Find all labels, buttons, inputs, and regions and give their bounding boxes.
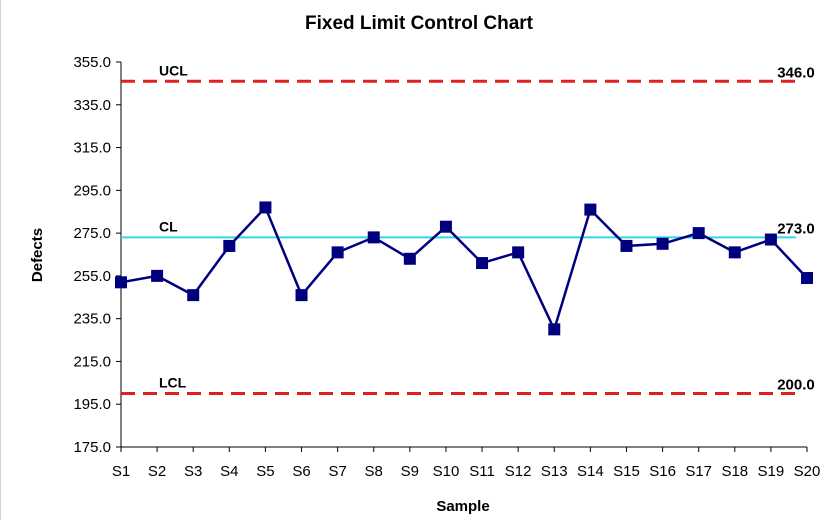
y-tick-label: 295.0 <box>73 182 111 199</box>
data-point <box>656 237 669 250</box>
y-tick-label: 215.0 <box>73 353 111 370</box>
ucl-value: 346.0 <box>777 64 815 81</box>
series-line <box>120 206 808 331</box>
data-point <box>115 276 127 289</box>
data-point <box>403 252 416 265</box>
y-axis-title: Defects <box>29 228 46 282</box>
data-point <box>801 272 813 285</box>
x-tick-label: S2 <box>148 463 166 480</box>
x-tick-label: S17 <box>685 463 712 480</box>
y-tick-label: 255.0 <box>73 268 111 285</box>
x-tick-label: S4 <box>220 463 238 480</box>
x-axis-title: Sample <box>436 498 489 515</box>
data-point <box>764 233 777 246</box>
data-series <box>115 201 813 336</box>
data-point <box>620 239 633 252</box>
x-tick-label: S15 <box>613 463 640 480</box>
x-tick-label: S13 <box>541 463 568 480</box>
cl-value: 273.0 <box>777 220 815 237</box>
x-tick-label: S18 <box>721 463 748 480</box>
data-point <box>692 227 705 240</box>
x-tick-label: S3 <box>184 463 202 480</box>
data-point <box>259 201 272 214</box>
x-tick-label: S19 <box>758 463 785 480</box>
data-point <box>476 257 489 270</box>
y-tick-label: 335.0 <box>73 97 111 114</box>
data-point <box>512 246 525 259</box>
control-limits: UCL 346.0 CL 273.0 LCL 200.0 <box>121 62 815 396</box>
x-tick-label: S6 <box>292 463 310 480</box>
x-tick-label: S11 <box>469 463 495 480</box>
data-point <box>548 323 561 336</box>
x-tick-label: S20 <box>794 463 821 480</box>
data-point <box>439 220 452 233</box>
x-tick-label: S1 <box>112 463 130 480</box>
x-tick-label: S8 <box>365 463 383 480</box>
y-tick-label: 235.0 <box>73 311 111 328</box>
ucl-label: UCL <box>159 62 188 78</box>
data-point <box>728 246 741 259</box>
x-tick-label: S9 <box>401 463 419 480</box>
x-tick-label: S14 <box>577 463 604 480</box>
x-tick-label: S5 <box>256 463 274 480</box>
y-tick-label: 175.0 <box>73 439 111 456</box>
x-tick-label: S16 <box>649 463 676 480</box>
y-tick-label: 275.0 <box>73 225 111 242</box>
data-point <box>584 203 597 216</box>
data-point <box>187 289 200 302</box>
data-point <box>331 246 344 259</box>
y-tick-label: 195.0 <box>73 396 111 413</box>
axes: 175.0 195.0 215.0 235.0 255.0 275.0 295.0 315.0… <box>73 54 820 480</box>
data-point <box>367 231 380 244</box>
x-tick-label: S7 <box>328 463 346 480</box>
lcl-label: LCL <box>159 375 187 391</box>
x-tick-label: S10 <box>433 463 460 480</box>
y-tick-label: 315.0 <box>73 140 111 157</box>
data-point <box>295 289 308 302</box>
data-point <box>223 239 236 252</box>
x-tick-label: S12 <box>505 463 532 480</box>
y-tick-label: 355.0 <box>73 54 111 71</box>
lcl-value: 200.0 <box>777 377 815 394</box>
chart-title: Fixed Limit Control Chart <box>305 13 534 34</box>
cl-label: CL <box>159 218 178 234</box>
data-point <box>151 269 164 282</box>
